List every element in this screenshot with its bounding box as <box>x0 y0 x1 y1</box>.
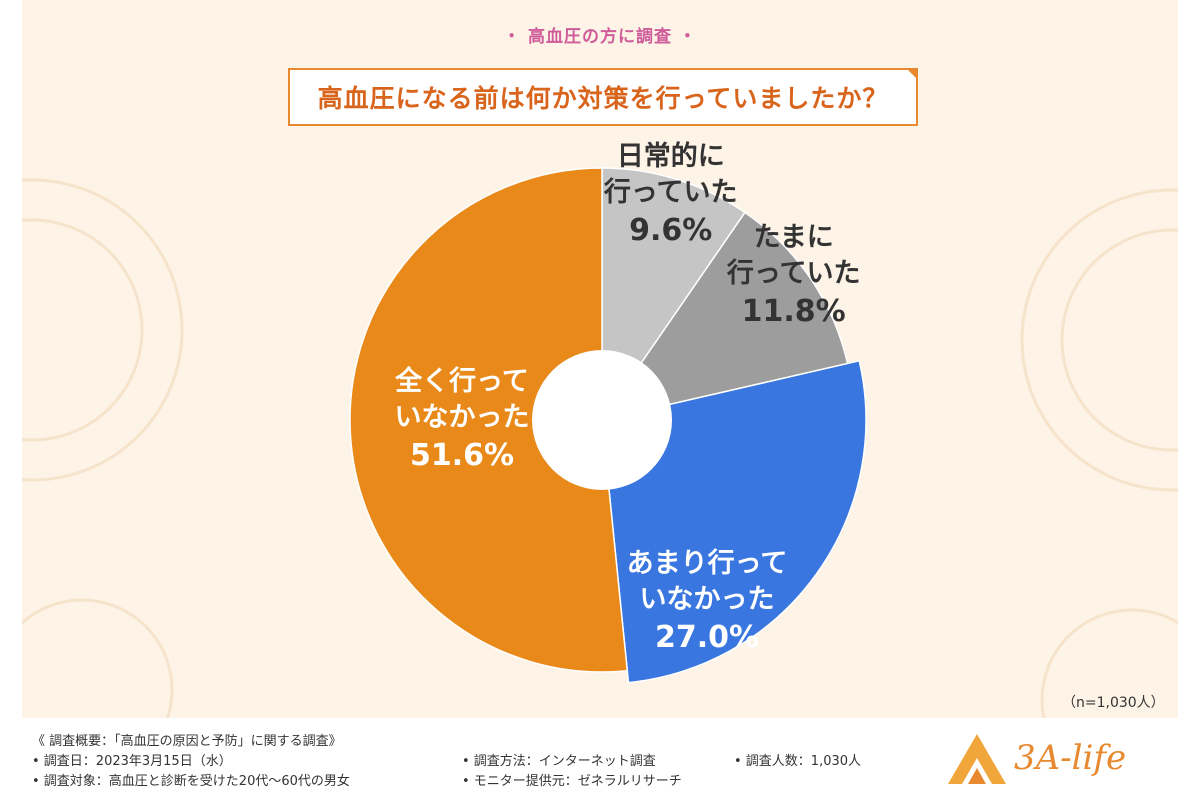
survey-footer: 《 調査概要：「高血圧の原因と予防」に関する調査》 • 調査日：2023年3月1… <box>22 718 1178 800</box>
footer-count: • 調査人数：1,030人 <box>734 754 862 769</box>
footer-monitor: • モニター提供元：ゼネラルリサーチ <box>462 774 682 789</box>
sample-size-note: （n=1,030人） <box>1062 695 1165 711</box>
logo-text: 3A-life <box>1014 738 1127 778</box>
chart-panel: ・ 高血圧の方に調査 ・ 高血圧になる前は何か対策を行っていましたか？ 日常的に… <box>22 0 1178 800</box>
slice-percent: 11.8% <box>741 293 846 329</box>
background-decoration <box>22 178 1178 792</box>
survey-header-label: ・ 高血圧の方に調査 ・ <box>503 27 697 47</box>
chart-title: 高血圧になる前は何か対策を行っていましたか？ <box>317 84 889 113</box>
slice-label-0: 日常的に行っていた 9.6% <box>576 139 766 251</box>
footer-overview: 《 調査概要：「高血圧の原因と予防」に関する調査》 <box>32 734 342 749</box>
slice-label-line: いなかった <box>394 402 530 433</box>
slice-label-line: あまり行って <box>626 547 788 579</box>
pie-chart <box>349 167 867 684</box>
title-box-fold <box>906 68 918 80</box>
footer-date: • 調査日：2023年3月15日（水） <box>32 754 232 769</box>
slice-label-3: 全く行っていなかった 51.6% <box>367 364 557 476</box>
pie-slice-1 <box>600 211 849 422</box>
slice-label-line: いなかった <box>639 583 775 615</box>
slice-label-line: たまに <box>753 221 834 253</box>
slice-label-line: 全く行って <box>395 366 529 397</box>
slice-label-line: 行っていた <box>603 177 738 209</box>
pie-center-hole <box>532 350 672 490</box>
pie-slice-0 <box>601 167 746 423</box>
chart-title-box: 高血圧になる前は何か対策を行っていましたか？ <box>288 68 918 126</box>
slice-label-1: たまに行っていた 11.8% <box>699 220 889 332</box>
slice-label-line: 行っていた <box>726 257 861 289</box>
pie-slice-3 <box>349 167 629 673</box>
slice-label-line: 日常的に <box>616 141 725 173</box>
logo-mark-icon <box>948 734 1006 784</box>
footer-method: • 調査方法：インターネット調査 <box>462 754 656 769</box>
brand-logo: 3A-life <box>942 730 1172 790</box>
slice-percent: 51.6% <box>409 438 515 473</box>
slice-label-2: あまり行って いなかった 27.0% <box>612 546 802 658</box>
slice-percent: 9.6% <box>629 213 713 249</box>
slice-percent: 27.0% <box>654 619 760 655</box>
footer-target: • 調査対象：高血圧と診断を受けた20代～60代の男女 <box>32 774 350 789</box>
